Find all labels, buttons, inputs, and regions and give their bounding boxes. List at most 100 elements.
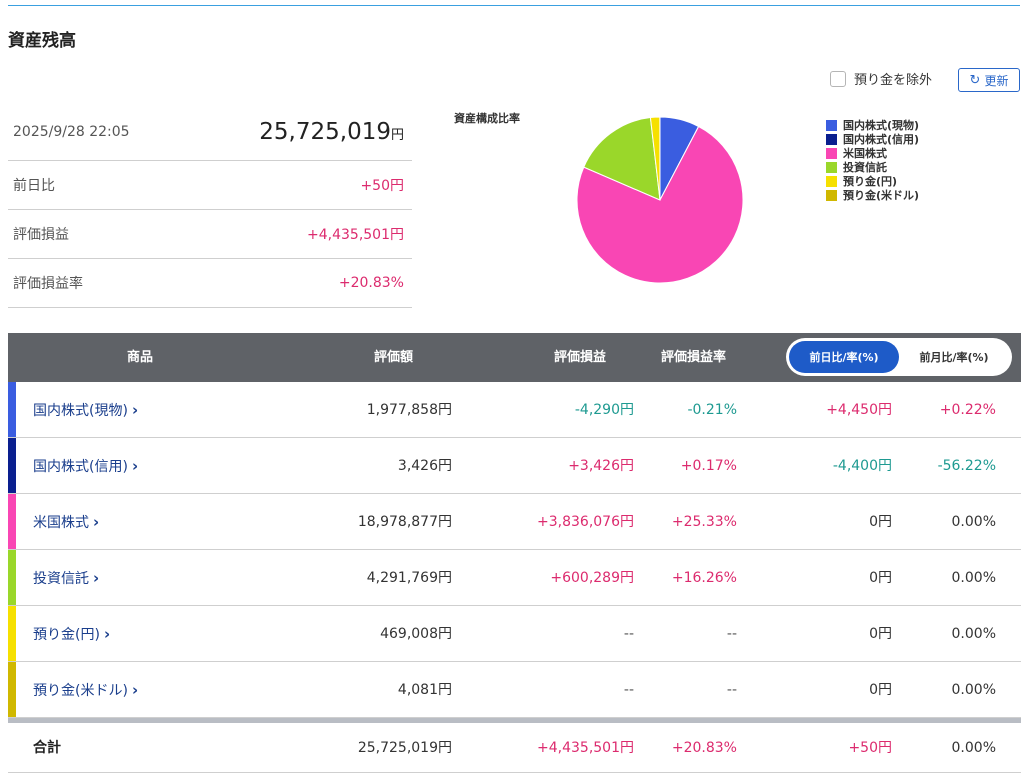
tab-month-change[interactable]: 前月比/率(%) (919, 351, 989, 364)
cell-change-rate: 0.00% (951, 682, 996, 698)
period-toggle: 前日比/率(%) 前月比/率(%) (786, 338, 1012, 376)
legend-swatch (826, 175, 837, 187)
legend-swatch (826, 189, 837, 201)
cell-valuation: 4,081円 (397, 682, 452, 698)
cell-change-rate: 0.00% (951, 570, 996, 586)
header-product: 商品 (127, 350, 154, 365)
summary-label: 前日比 (13, 178, 55, 194)
header-pl-rate: 評価損益率 (661, 350, 727, 365)
table-row: 国内株式(現物) › 1,977,858円 -4,290円 -0.21% +4,450円 +… (8, 382, 1021, 438)
cell-valuation: 4,291,769円 (366, 570, 452, 586)
legend-item: 預り金(米ドル) (826, 188, 919, 202)
product-name: 預り金(米ドル) (33, 683, 128, 699)
chevron-right-icon: › (93, 513, 100, 531)
cell-pl: -4,290円 (574, 402, 634, 418)
table-body: 国内株式(現物) › 1,977,858円 -4,290円 -0.21% +4,450円 +… (8, 382, 1021, 718)
category-color-bar (8, 382, 16, 437)
legend-swatch (826, 147, 837, 159)
legend-label: 国内株式(現物) (843, 119, 920, 132)
summary-row-pl: 評価損益 +4,435,501円 (8, 210, 412, 259)
exclude-deposit-toggle[interactable]: 預り金を除外 (830, 69, 932, 88)
product-link[interactable]: 預り金(円) › (33, 606, 110, 662)
summary-label: 評価損益率 (13, 276, 83, 292)
legend-label: 投資信託 (843, 161, 887, 174)
product-link[interactable]: 米国株式 › (33, 494, 99, 550)
chevron-right-icon: › (131, 457, 139, 475)
product-name: 米国株式 (33, 515, 89, 531)
legend-item: 国内株式(現物) (826, 118, 919, 132)
product-link[interactable]: 国内株式(現物) › (33, 382, 138, 438)
tab-day-change[interactable]: 前日比/率(%) (789, 341, 899, 373)
table-row: 米国株式 › 18,978,877円 +3,836,076円 +25.33% 0円 0.00… (8, 494, 1021, 550)
cell-pl-rate: +25.33% (671, 514, 737, 530)
cell-change-rate: +0.22% (939, 402, 996, 418)
summary-datetime: 2025/9/28 22:05 (13, 124, 130, 140)
exclude-deposit-checkbox[interactable] (830, 70, 846, 87)
category-color-bar (8, 606, 16, 661)
legend-label: 国内株式(信用) (843, 133, 920, 146)
cell-change: 0円 (869, 626, 892, 642)
summary-total: 25,725,019円 (259, 119, 404, 145)
cell-pl-rate: +0.17% (680, 458, 737, 474)
cell-change-rate: 0.00% (951, 514, 996, 530)
total-change: +50円 (848, 740, 892, 756)
summary-value: +50円 (360, 178, 404, 194)
table-total-row: 合計 25,725,019円 +4,435,501円 +20.83% +50円 … (8, 723, 1021, 773)
refresh-icon: ↻ (969, 72, 981, 88)
cell-valuation: 3,426円 (397, 458, 452, 474)
cell-pl: -- (623, 626, 634, 642)
pie-slice (583, 116, 661, 201)
table-row: 投資信託 › 4,291,769円 +600,289円 +16.26% 0円 0.00% (8, 550, 1021, 606)
legend-item: 国内株式(信用) (826, 132, 919, 146)
legend-label: 預り金(米ドル) (843, 189, 920, 202)
category-color-bar (8, 550, 16, 605)
table-row: 預り金(米ドル) › 4,081円 -- -- 0円 0.00% (8, 662, 1021, 718)
product-name: 預り金(円) (33, 627, 100, 643)
cell-change: +4,450円 (826, 402, 892, 418)
legend-item: 預り金(円) (826, 174, 919, 188)
summary-total-value: 25,725,019 (259, 119, 391, 145)
cell-change: -4,400円 (832, 458, 892, 474)
cell-pl-rate: -- (726, 682, 737, 698)
pie-slice (576, 125, 744, 284)
legend-label: 預り金(円) (843, 175, 898, 188)
product-link[interactable]: 預り金(米ドル) › (33, 662, 138, 718)
legend-item: 米国株式 (826, 146, 919, 160)
legend-swatch (826, 133, 837, 145)
cell-change-rate: -56.22% (937, 458, 996, 474)
table-row: 預り金(円) › 469,008円 -- -- 0円 0.00% (8, 606, 1021, 662)
refresh-button[interactable]: ↻ 更新 (958, 68, 1020, 92)
cell-pl: +3,836,076円 (537, 514, 634, 530)
cell-change: 0円 (869, 514, 892, 530)
total-valuation: 25,725,019円 (357, 740, 452, 756)
chevron-right-icon: › (131, 401, 139, 419)
summary-row-pl-rate: 評価損益率 +20.83% (8, 259, 412, 308)
category-color-bar (8, 662, 16, 717)
cell-change: 0円 (869, 682, 892, 698)
cell-pl: +3,426円 (568, 458, 634, 474)
chart-legend: 国内株式(現物) 国内株式(信用) 米国株式 投資信託 預り金(円) 預り金(米ドル) (826, 118, 919, 202)
legend-swatch (826, 119, 837, 131)
chart-title: 資産構成比率 (454, 112, 520, 125)
summary-label: 評価損益 (13, 227, 69, 243)
legend-item: 投資信託 (826, 160, 919, 174)
category-color-bar (8, 494, 16, 549)
top-divider (8, 5, 1020, 6)
cell-pl-rate: +16.26% (671, 570, 737, 586)
cell-pl: +600,289円 (550, 570, 634, 586)
chevron-right-icon: › (93, 569, 100, 587)
header-pl: 評価損益 (554, 350, 607, 365)
cell-pl-rate: -- (726, 626, 737, 642)
cell-pl: -- (623, 682, 634, 698)
total-pl: +4,435,501円 (537, 740, 634, 756)
product-link[interactable]: 投資信託 › (33, 550, 99, 606)
legend-swatch (826, 161, 837, 173)
chevron-right-icon: › (131, 681, 139, 699)
total-change-rate: 0.00% (951, 740, 996, 756)
product-link[interactable]: 国内株式(信用) › (33, 438, 138, 494)
chevron-right-icon: › (103, 625, 111, 643)
summary-panel: 2025/9/28 22:05 25,725,019円 前日比 +50円 評価損… (8, 104, 412, 308)
page-title: 資産残高 (8, 31, 76, 51)
cell-pl-rate: -0.21% (687, 402, 737, 418)
refresh-label: 更新 (984, 73, 1009, 88)
